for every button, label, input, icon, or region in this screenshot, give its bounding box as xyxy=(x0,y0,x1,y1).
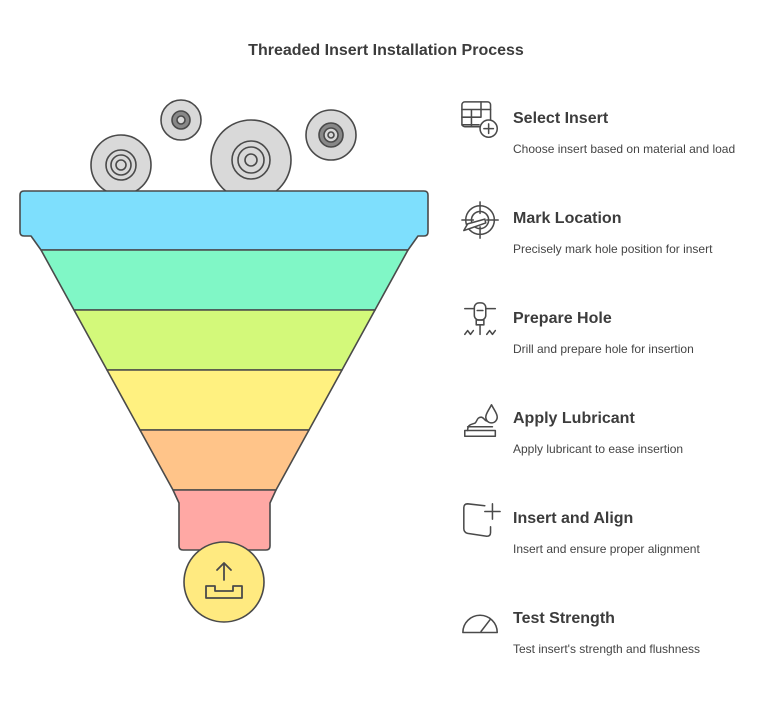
funnel-band-5 xyxy=(139,429,310,491)
drill-icon xyxy=(464,302,497,336)
step-description: Choose insert based on material and load xyxy=(513,142,736,156)
step-title: Apply Lubricant xyxy=(513,410,635,427)
insert-coin-1 xyxy=(90,134,152,196)
step-title: Prepare Hole xyxy=(513,310,612,327)
step-title: Select Insert xyxy=(513,110,609,127)
insert-coin-4 xyxy=(305,109,357,161)
step-2: Mark Location Precisely mark hole positi… xyxy=(460,200,770,260)
output-tray-icon xyxy=(205,562,243,599)
table-plus-icon xyxy=(461,101,498,138)
step-1: Select Insert Choose insert based on mat… xyxy=(460,100,770,160)
step-title: Mark Location xyxy=(513,210,622,227)
funnel-band-3 xyxy=(73,309,376,371)
step-title: Test Strength xyxy=(513,610,615,627)
output-circle xyxy=(183,541,265,623)
funnel-band-1 xyxy=(19,190,429,251)
insert-coin-2 xyxy=(160,99,202,141)
diagram-title: Threaded Insert Installation Process xyxy=(248,42,524,59)
step-6: Test Strength Test insert's strength and… xyxy=(460,600,770,660)
step-description: Drill and prepare hole for insertion xyxy=(513,342,694,356)
gauge-icon xyxy=(462,614,498,634)
lubricant-drop-icon xyxy=(464,404,498,438)
step-4: Apply Lubricant Apply lubricant to ease … xyxy=(460,400,770,460)
insert-coin-3 xyxy=(210,119,292,201)
step-description: Insert and ensure proper alignment xyxy=(513,542,700,556)
step-description: Apply lubricant to ease insertion xyxy=(513,442,684,456)
funnel-band-2 xyxy=(40,249,409,311)
step-description: Precisely mark hole position for insert xyxy=(513,242,713,256)
step-title: Insert and Align xyxy=(513,510,634,527)
funnel-band-4 xyxy=(106,369,343,431)
step-3: Prepare Hole Drill and prepare hole for … xyxy=(460,300,770,360)
funnel-band-6 xyxy=(172,489,277,551)
step-description: Test insert's strength and flushness xyxy=(513,642,701,656)
square-plus-icon xyxy=(463,503,501,538)
step-5: Insert and Align Insert and ensure prope… xyxy=(460,500,770,560)
target-crosshair-icon xyxy=(461,201,499,239)
